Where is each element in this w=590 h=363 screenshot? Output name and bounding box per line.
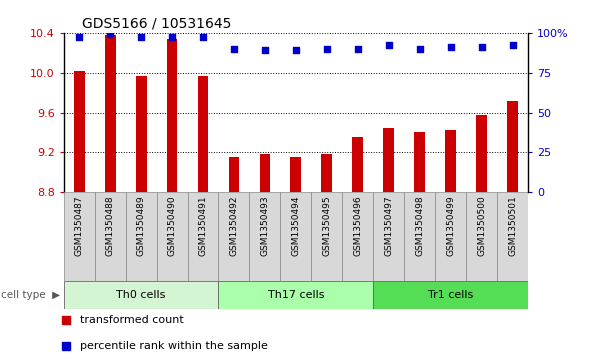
Point [198,34,208,40]
Text: GSM1350501: GSM1350501 [508,195,517,256]
Text: transformed count: transformed count [80,315,183,325]
Point [353,46,362,52]
Text: GSM1350497: GSM1350497 [384,195,394,256]
Bar [435,192,466,281]
Point [230,46,239,52]
Point [106,31,115,37]
Bar [105,34,116,192]
Bar [218,192,250,281]
Bar [250,192,280,281]
Bar [218,281,373,309]
Text: GSM1350499: GSM1350499 [446,195,455,256]
Bar [404,192,435,281]
Text: GSM1350496: GSM1350496 [353,195,362,256]
Bar [384,127,394,192]
Bar [156,192,188,281]
Bar [136,76,146,192]
Bar [414,132,425,192]
Text: GDS5166 / 10531645: GDS5166 / 10531645 [82,16,232,30]
Bar [342,192,373,281]
Text: cell type  ▶: cell type ▶ [1,290,60,300]
Bar [322,155,332,192]
Text: GSM1350500: GSM1350500 [477,195,486,256]
Bar [228,158,240,192]
Bar [497,192,528,281]
Bar [312,192,342,281]
Point [168,34,177,40]
Text: GSM1350493: GSM1350493 [260,195,270,256]
Point [291,47,300,53]
Text: GSM1350488: GSM1350488 [106,195,114,256]
Text: Th0 cells: Th0 cells [116,290,166,300]
Point [136,34,146,40]
Text: percentile rank within the sample: percentile rank within the sample [80,341,268,351]
Point [508,42,517,48]
Point [384,42,394,48]
Bar [476,115,487,192]
Bar [373,281,528,309]
Text: GSM1350494: GSM1350494 [291,195,300,256]
Bar [373,192,404,281]
Text: Th17 cells: Th17 cells [268,290,324,300]
Point [260,47,270,53]
Bar [64,281,218,309]
Bar [290,158,301,192]
Text: GSM1350495: GSM1350495 [322,195,332,256]
Point [446,44,455,50]
Bar [352,138,363,192]
Bar [74,71,84,192]
Bar [94,192,126,281]
Text: Tr1 cells: Tr1 cells [428,290,473,300]
Bar [280,192,312,281]
Bar [64,192,94,281]
Point [415,46,424,52]
Bar [445,130,456,192]
Bar [507,101,518,192]
Point [477,44,486,50]
Bar [188,192,218,281]
Text: GSM1350492: GSM1350492 [230,195,238,256]
Bar [166,39,178,192]
Text: GSM1350498: GSM1350498 [415,195,424,256]
Text: GSM1350489: GSM1350489 [137,195,146,256]
Point [322,46,332,52]
Bar [466,192,497,281]
Bar [260,155,270,192]
Bar [126,192,156,281]
Text: GSM1350487: GSM1350487 [75,195,84,256]
Bar [198,76,208,192]
Text: GSM1350491: GSM1350491 [198,195,208,256]
Text: GSM1350490: GSM1350490 [168,195,176,256]
Point [74,34,84,40]
